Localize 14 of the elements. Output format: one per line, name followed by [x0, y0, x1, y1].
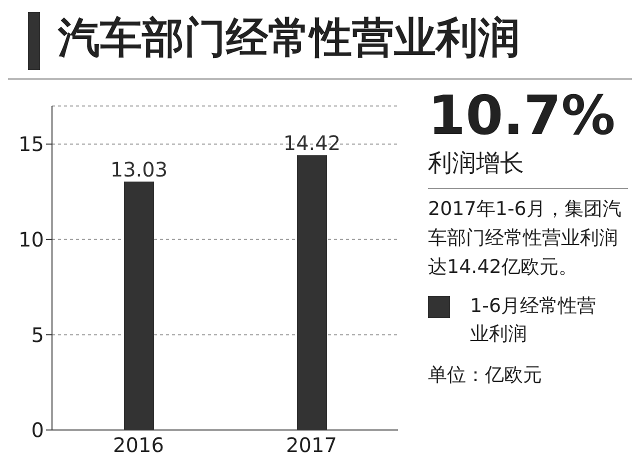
y-tick-label: 10: [18, 228, 44, 252]
text: 单位：亿欧元: [428, 363, 543, 388]
y-tick-label: 0: [31, 418, 44, 442]
chart-title: 汽车部门经常性营业利润: [58, 12, 520, 64]
text: 利润增长: [428, 148, 525, 178]
text: 2017年1-6月，集团汽车部门经常性营业利润达14.42亿欧元。: [428, 197, 622, 280]
y-tick-label: 15: [18, 132, 44, 156]
x-tick-label: 2016: [113, 433, 164, 458]
data-label: 14.42: [283, 131, 341, 156]
data-label: 13.03: [110, 158, 168, 182]
text: 10.7%: [428, 84, 616, 148]
y-tick-label: 5: [31, 322, 44, 347]
legend-label: 1-6月经常性营业利润: [470, 294, 598, 347]
x-tick-label: 2017: [286, 433, 337, 458]
